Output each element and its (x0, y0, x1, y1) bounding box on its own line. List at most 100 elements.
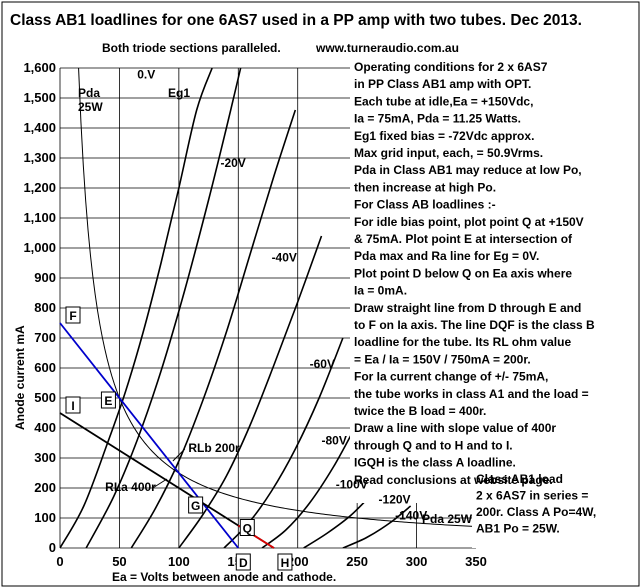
note-line: loadline for the tube. Its RL ohm value (354, 335, 571, 349)
y-tick-label: 400 (34, 420, 56, 435)
bottom-note-line: AB1 Po = 25W. (476, 522, 560, 536)
note-line: Each tube at idle,Ea = +150Vdc, (354, 94, 533, 108)
plate-curve (261, 427, 356, 548)
note-line: Read conclusions at website page. (354, 473, 553, 487)
note-line: Plot point D below Q on Ea axis where (354, 266, 572, 280)
chart-title: Class AB1 loadlines for one 6AS7 used in… (10, 12, 582, 29)
chart-subtitle: Both triode sections paralleled. (102, 41, 281, 55)
x-tick-label: 250 (346, 554, 368, 569)
bottom-note-line: 2 x 6AS7 in series = (476, 489, 588, 503)
note-line: Ia = 75mA, Pda = 11.25 Watts. (354, 112, 521, 126)
note-line: Ia = 0mA. (354, 284, 407, 298)
eg1-label: Eg1 (168, 86, 190, 100)
note-line: For idle bias point, plot point Q at +15… (354, 215, 584, 229)
y-tick-label: 300 (34, 450, 56, 465)
plate-curve (60, 68, 213, 548)
y-axis-ticks: 0 100 200 300 400 500 600 700 800 900 1,000 1,100 1,… (23, 60, 56, 555)
y-tick-label: 900 (34, 270, 56, 285)
note-line: Max grid input, each, = 50.9Vrms. (354, 146, 543, 160)
curve-label: -140V (395, 509, 427, 523)
loadline-label: RLb 200r (188, 441, 240, 455)
pda-curve (78, 68, 476, 528)
curve-label: -60V (310, 357, 335, 371)
notes-panel: Operating conditions for 2 x 6AS7 in PP C… (354, 60, 595, 487)
x-tick-label: 300 (406, 554, 428, 569)
note-line: the tube works in class A1 and the load … (354, 387, 589, 401)
curve-label: -20V (220, 156, 245, 170)
curve-label: 0.V (137, 68, 155, 82)
note-line: through Q and to H and to I. (354, 438, 513, 452)
plate-curve (178, 235, 323, 548)
pda-top-label-2: 25W (78, 100, 103, 114)
point-label: H (281, 556, 290, 570)
y-tick-label: 1,500 (23, 90, 56, 105)
point-label: G (191, 499, 200, 513)
curve-label: -120V (379, 493, 411, 507)
y-tick-label: 700 (34, 330, 56, 345)
point-label: I (71, 399, 74, 413)
point-box (65, 396, 81, 414)
point-box (65, 306, 81, 324)
note-line: Eg1 fixed bias = -72Vdc approx. (354, 129, 534, 143)
note-line: then increase at high Po. (354, 180, 496, 194)
pda-right-label: Pda 25W (422, 512, 473, 526)
note-line: IGQH is the class A loadline. (354, 456, 516, 470)
y-tick-label: 200 (34, 480, 56, 495)
bottom-note-line: Class AB1 load (476, 472, 563, 486)
point-box (235, 553, 251, 571)
loadline-label: RLa 400r (105, 480, 156, 494)
y-tick-label: 1,400 (23, 120, 56, 135)
pda-top-label-1: Pda (78, 86, 100, 100)
note-line: For Ia current change of +/- 75mA, (354, 370, 548, 384)
point-label: D (239, 556, 248, 570)
plate-curve (130, 109, 297, 548)
pda-hyperbola (78, 68, 476, 528)
x-tick-label: 350 (465, 554, 487, 569)
point-box (100, 391, 116, 409)
y-tick-label: 0 (49, 540, 56, 555)
note-line: & 75mA. Plot point E at intersection of (354, 232, 573, 246)
y-tick-label: 1,100 (23, 210, 56, 225)
y-tick-label: 600 (34, 360, 56, 375)
point-label: Q (243, 522, 252, 536)
curve-label: -80V (321, 434, 346, 448)
x-tick-label: 100 (168, 554, 190, 569)
loadline-points: F I E G Q D H (65, 306, 293, 571)
y-tick-label: 1,300 (23, 150, 56, 165)
x-axis-ticks: 050100150200250300350 (56, 554, 486, 569)
arrow (172, 448, 186, 462)
curve-label: -100V (336, 478, 368, 492)
y-axis-label: Anode current mA (13, 325, 27, 430)
plate-curve (85, 68, 242, 548)
note-line: to F on Ia axis. The line DQF is the cla… (354, 318, 595, 332)
note-line: Pda max and Ra line for Eg = 0V. (354, 249, 539, 263)
x-tick-label: 0 (56, 554, 63, 569)
point-box (239, 519, 255, 536)
y-tick-label: 100 (34, 510, 56, 525)
curve-label: -40V (272, 251, 297, 265)
bottom-note-line: 200r. Class A Po=4W, (476, 505, 596, 519)
note-line: twice the B load = 400r. (354, 404, 486, 418)
note-line: Draw straight line from D through E and (354, 301, 581, 315)
y-tick-label: 800 (34, 300, 56, 315)
y-tick-label: 1,600 (23, 60, 56, 75)
x-tick-label: 50 (112, 554, 126, 569)
x-axis-label: Ea = Volts between anode and cathode. (112, 570, 336, 584)
loadline (59, 322, 239, 549)
y-tick-label: 1,000 (23, 240, 56, 255)
note-line: in PP Class AB1 amp with OPT. (354, 77, 531, 91)
y-tick-label: 1,200 (23, 180, 56, 195)
point-box (188, 496, 204, 514)
arrow (152, 478, 168, 489)
curve-labels: 0.V -20V -40V -60V -80V -100V -120V -140V RLb 20… (105, 68, 427, 523)
note-line: Draw a line with slope value of 400r (354, 421, 556, 435)
point-label: F (69, 309, 76, 323)
plate-curve (342, 505, 412, 548)
bottom-note: Class AB1 load 2 x 6AS7 in series = 200r. … (476, 472, 596, 536)
website-label: www.turneraudio.com.au (315, 41, 459, 55)
note-line: Pda in Class AB1 may reduce at low Po, (354, 163, 582, 177)
note-line: For Class AB loadlines :- (354, 198, 496, 212)
note-line: = Ea / Ia = 150V / 750mA = 200r. (354, 352, 531, 366)
point-box (277, 553, 293, 571)
